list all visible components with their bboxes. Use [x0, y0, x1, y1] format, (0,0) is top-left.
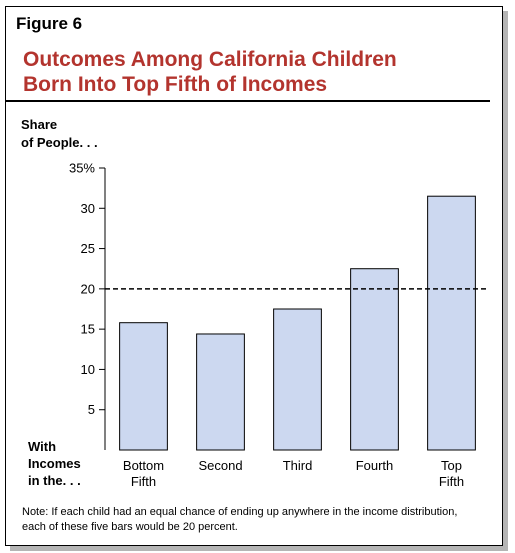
title-line-2: Born Into Top Fifth of Incomes: [23, 73, 328, 96]
figure-label: Figure 6: [16, 14, 83, 33]
y-tick-label: 15: [81, 322, 95, 337]
x-category-label: Top: [441, 458, 462, 473]
title-line-1: Outcomes Among California Children: [23, 48, 397, 71]
x-category-label: Bottom: [123, 458, 164, 473]
bar: [196, 333, 245, 451]
x-axis-title-line-3: in the. . .: [28, 473, 81, 488]
chart-note: Note: If each child had an equal chance …: [22, 506, 458, 533]
chart-title: Outcomes Among California Children Born …: [23, 47, 397, 97]
bar: [119, 322, 168, 451]
x-category-label: Fifth: [131, 474, 156, 489]
y-axis-title-line-1: Share: [21, 117, 58, 132]
bar: [350, 268, 399, 451]
y-axis-title-line-2: of People. . .: [21, 135, 98, 150]
y-tick-label: 20: [81, 281, 95, 296]
bar: [427, 195, 476, 451]
x-axis-title-line-2: Incomes: [28, 456, 81, 471]
y-tick-label: 10: [81, 362, 95, 377]
x-category-label: Second: [198, 458, 242, 473]
title-divider: [6, 100, 490, 102]
x-category-label: Third: [283, 458, 313, 473]
y-tick-label: 25: [81, 241, 95, 256]
y-tick-label: 35%: [69, 161, 95, 176]
y-tick-label: 30: [81, 201, 95, 216]
x-axis-title-line-1: With: [28, 439, 57, 454]
y-tick-label: 5: [88, 402, 95, 417]
figure-frame: [5, 6, 503, 546]
x-category-label: Fifth: [439, 474, 464, 489]
y-axis-title: Share of People. . .: [21, 116, 98, 152]
bar: [273, 308, 322, 451]
x-axis-title: With Incomes in the. . .: [28, 438, 81, 489]
x-category-label: Fourth: [356, 458, 394, 473]
